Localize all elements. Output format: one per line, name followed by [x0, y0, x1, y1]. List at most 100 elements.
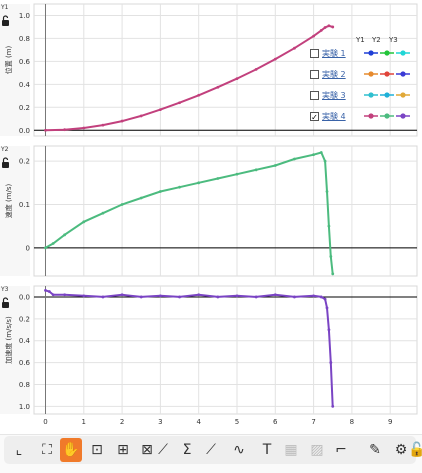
x-tick-label: 2: [120, 418, 124, 426]
data-point: [158, 190, 162, 193]
data-point: [323, 26, 327, 29]
legend-series-symbol: [396, 71, 410, 77]
data-point: [235, 172, 239, 176]
legend-checkbox[interactable]: [310, 90, 319, 100]
data-point: [273, 57, 277, 61]
data-point: [329, 361, 333, 364]
lock-icon: [2, 15, 9, 26]
data-point: [44, 246, 47, 250]
y-tick-label: 0.0: [19, 293, 30, 301]
legend-row[interactable]: ✓ 実験 4: [310, 108, 410, 124]
y-tick-label: 0.6: [19, 359, 31, 367]
legend-series-symbol: [380, 113, 394, 119]
select-region-icon[interactable]: ⊞: [117, 442, 129, 458]
lock-icon: [2, 297, 9, 308]
tangent-icon[interactable]: ⟋: [206, 442, 216, 458]
data-point: [323, 159, 327, 163]
legend-series-symbol: [380, 71, 394, 77]
y-tick-label: 0.6: [19, 58, 31, 66]
axis-range-icon[interactable]: ⊠: [141, 442, 153, 458]
data-point: [273, 293, 277, 297]
x-tick-label: 5: [235, 418, 239, 426]
x-tick-label: 7: [311, 418, 315, 426]
legend-series-symbol: [396, 50, 410, 56]
data-point: [197, 93, 201, 97]
data-point: [139, 114, 143, 118]
lock-icon[interactable]: 🔓: [408, 442, 422, 458]
data-point: [51, 242, 55, 245]
data-point: [51, 293, 55, 297]
settings-icon[interactable]: ⚙: [394, 442, 408, 458]
data-point: [101, 123, 105, 127]
data-point: [63, 293, 67, 297]
data-point: [327, 224, 331, 228]
legend-checkbox[interactable]: [310, 48, 319, 58]
curve-fit-icon[interactable]: ∿: [233, 442, 245, 458]
data-point: [178, 101, 181, 105]
data-point: [319, 29, 323, 32]
y-tick-label: 0: [26, 244, 30, 252]
data-point: [319, 151, 323, 154]
area-disabled-icon[interactable]: ▨: [310, 442, 324, 458]
y-axis-id: Y3: [0, 286, 9, 293]
legend-row[interactable]: 実験 3: [310, 87, 410, 103]
legend-label[interactable]: 実験 2: [322, 69, 346, 79]
data-point: [325, 190, 329, 193]
legend-series-symbol: [396, 113, 410, 119]
y-tick-label: 0.0: [19, 127, 30, 135]
data-point: [329, 255, 333, 258]
data-point: [293, 295, 296, 299]
plot-frame: [33, 145, 418, 277]
zoom-box-icon[interactable]: ⊡: [91, 442, 103, 458]
data-point: [327, 24, 331, 28]
y-tick-label: 0.2: [19, 158, 30, 166]
legend-label[interactable]: 実験 1: [322, 48, 346, 58]
legend-series-symbol: [380, 50, 394, 56]
data-point: [235, 77, 239, 81]
x-tick-label: 8: [350, 418, 354, 426]
data-point: [82, 126, 86, 130]
legend-checkbox[interactable]: ✓: [310, 111, 319, 122]
legend-label[interactable]: 実験 4: [322, 111, 346, 121]
data-point: [331, 25, 335, 29]
pan-icon[interactable]: ✋: [60, 438, 82, 462]
lock-icon: [2, 157, 9, 168]
data-point: [158, 294, 162, 298]
y-tick-label: 0.2: [19, 315, 30, 323]
step-icon[interactable]: ⌐: [335, 442, 347, 458]
legend-series-symbol: [396, 92, 410, 98]
fit-icon[interactable]: ⛶: [42, 442, 52, 458]
y-axis-label: 速度 (m/s): [4, 183, 13, 218]
data-point: [47, 290, 51, 293]
data-point: [312, 294, 315, 298]
data-point: [82, 220, 86, 224]
data-point: [63, 128, 67, 132]
y-tick-label: 0.4: [19, 81, 31, 89]
data-point: [197, 181, 201, 185]
y-tick-label: 0.1: [19, 201, 30, 209]
legend-checkbox[interactable]: [310, 69, 319, 79]
data-point: [216, 177, 220, 180]
legend-label[interactable]: 実験 3: [322, 90, 346, 100]
data-point: [312, 34, 315, 38]
data-point: [139, 196, 143, 200]
chart-type-icon[interactable]: ⌞: [15, 442, 23, 458]
y-axis-label: 加速度 (m/s/s): [4, 316, 13, 364]
y-axis-label: 位置 (m): [4, 45, 13, 74]
sum-icon[interactable]: Σ: [182, 442, 192, 458]
x-tick-label: 3: [158, 418, 162, 426]
plot-frame: [33, 285, 418, 415]
data-point: [216, 85, 220, 89]
legend-series-symbol: [364, 71, 378, 77]
data-point: [63, 233, 67, 237]
legend-row[interactable]: 実験 2: [310, 66, 410, 82]
slope-icon[interactable]: ⟋: [158, 442, 168, 458]
data-point: [254, 68, 258, 71]
data-point: [216, 295, 220, 299]
text-icon[interactable]: T: [262, 442, 272, 458]
draw-icon[interactable]: ✎: [369, 442, 381, 458]
data-point: [120, 293, 124, 297]
legend-row[interactable]: 実験 1: [310, 45, 410, 61]
grid-disabled-icon[interactable]: ▦: [284, 442, 298, 458]
legend-series-symbol: [364, 92, 378, 98]
